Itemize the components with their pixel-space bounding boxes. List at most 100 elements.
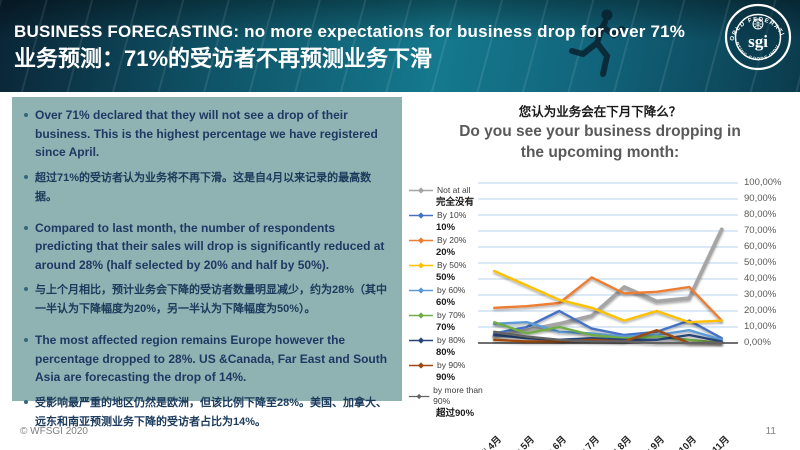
x-tick-label-zh: 8月	[615, 434, 635, 450]
runner-head	[601, 9, 613, 21]
bullet-item: 受影响最严重的地区仍然是欧洲，但该比例下降至28%。美国、加拿大、远东和南亚预测…	[22, 393, 390, 431]
title-block: BUSINESS FORECASTING: no more expectatio…	[14, 20, 685, 74]
legend-item: By 50%	[408, 260, 492, 271]
legend-item: By 20%	[408, 235, 492, 246]
header-banner: BUSINESS FORECASTING: no more expectatio…	[0, 0, 800, 92]
legend-item: by 60%	[408, 285, 492, 296]
series-line-by-70-	[493, 320, 723, 345]
bullet-text: The most affected region remains Europe …	[35, 333, 388, 384]
bullet-text: 受影响最严重的地区仍然是欧洲，但该比例下降至28%。美国、加拿大、远东和南亚预测…	[35, 396, 388, 428]
series-line-by-20-	[493, 276, 723, 322]
y-tick-label: 0,00%	[744, 337, 771, 348]
x-tick-label-zh: 6月	[550, 434, 570, 450]
x-axis-labels: April 4月May 5月June 6月July 7月August 8月Sep…	[471, 429, 738, 450]
bullet-marker	[24, 399, 28, 404]
legend-label-zh: 50%	[436, 272, 456, 283]
legend-label-zh: 超过90%	[436, 408, 475, 419]
legend-line-marker	[409, 262, 433, 269]
legend-label-zh: 10%	[436, 222, 456, 233]
legend-label-en: by 80%	[437, 335, 466, 345]
legend-label-zh: 60%	[436, 297, 456, 308]
bullet-text: Over 71% declared that they will not see…	[35, 108, 378, 159]
bullet-item: 与上个月相比，预计业务会下降的受访者数量明显减少，约为28%（其中一半认为下降幅…	[22, 280, 390, 318]
page-number: 11	[765, 426, 776, 437]
legend-item: By 10%	[408, 210, 492, 221]
bullet-marker	[24, 225, 28, 230]
legend-diamond-marker	[417, 337, 425, 344]
legend-diamond-marker	[417, 312, 425, 319]
legend-diamond-marker	[417, 262, 425, 269]
legend-line-marker	[408, 393, 430, 399]
legend-line-marker	[409, 362, 433, 369]
legend-label-en: Not at all	[437, 185, 471, 195]
legend-label-en: by 70%	[437, 310, 466, 320]
legend-label-zh: 80%	[436, 347, 456, 358]
legend-line-marker	[409, 287, 433, 294]
legend-item: by more than 90%	[408, 385, 492, 407]
legend-item: Not at all	[408, 185, 492, 196]
bullet-item: Compared to last month, the number of re…	[22, 219, 390, 275]
legend-label-en: By 50%	[437, 260, 467, 270]
legend-item: by 80%	[408, 335, 492, 346]
logo-center-text: sgi	[748, 32, 768, 51]
summary-panel: Over 71% declared that they will not see…	[12, 97, 402, 428]
y-tick-label: 60,00%	[744, 241, 777, 252]
series-line-by-more-than-90-	[493, 330, 723, 345]
y-tick-label: 40,00%	[744, 273, 777, 284]
legend-diamond-marker	[417, 362, 425, 369]
copyright: © WFSGI 2020	[20, 426, 88, 437]
legend-label-en: by 60%	[437, 285, 466, 295]
legend-diamond-marker	[417, 187, 425, 194]
bullet-item: Over 71% declared that they will not see…	[22, 106, 390, 162]
chart-title-zh: 您认为业务会在下月下降么？	[518, 105, 682, 119]
legend-label-zh: 90%	[436, 372, 456, 383]
legend-line-marker	[409, 312, 433, 319]
chart-legend: Not at all 完全没有 By 10% 10% By 20% 20% By 50% 50…	[408, 185, 492, 421]
bullet-text: 与上个月相比，预计业务会下降的受访者数量明显减少，约为28%（其中一半认为下降幅…	[35, 284, 388, 315]
bullet-marker	[24, 338, 28, 342]
y-tick-label: 30,00%	[744, 289, 777, 300]
running-track-background	[0, 0, 800, 92]
legend-label-zh: 完全没有	[436, 197, 475, 208]
bullet-list: Over 71% declared that they will not see…	[12, 97, 402, 431]
series-line-not-at-all	[492, 227, 724, 339]
legend-diamond-marker	[417, 212, 425, 219]
wfsgi-sgi-logo: sgi WORLD FEDERATION SPORTING GOODS INDU…	[724, 3, 792, 71]
x-tick-label-zh: 11月	[710, 434, 732, 450]
legend-label-zh: 20%	[436, 247, 456, 258]
bullet-marker	[24, 113, 28, 117]
y-tick-label: 20,00%	[744, 305, 777, 316]
series-line-by-60-	[493, 320, 723, 342]
y-tick-label: 80,00%	[744, 209, 777, 220]
y-tick-label: 10,00%	[744, 321, 777, 332]
x-tick-label-zh: 4月	[485, 434, 505, 450]
y-tick-label: 90,00%	[744, 193, 777, 204]
chart-plot	[478, 182, 738, 345]
legend-line-marker	[409, 187, 433, 194]
legend-diamond-marker	[417, 237, 425, 244]
bullet-marker	[24, 287, 28, 291]
legend-label-en: by more than 90%	[433, 385, 483, 406]
bullet-text: Compared to last month, the number of re…	[35, 220, 385, 272]
x-tick-label: April 4月	[416, 432, 505, 450]
x-tick-label-zh: 9月	[648, 434, 667, 450]
bullet-marker	[24, 174, 28, 179]
series-line-by-80-	[493, 333, 723, 343]
y-tick-label: 70,00%	[744, 225, 777, 236]
chart-panel: 您认为业务会在下月下降么？ Do you see your business d…	[406, 97, 794, 450]
legend-item: by 70%	[408, 310, 492, 321]
y-tick-label: 50,00%	[744, 257, 777, 268]
legend-line-marker	[409, 337, 433, 344]
legend-item: by 90%	[408, 360, 492, 371]
legend-diamond-marker	[416, 393, 422, 399]
series-line-by-50-	[493, 269, 723, 324]
x-tick-label-zh: 10月	[677, 434, 700, 450]
legend-label-zh: 70%	[436, 322, 456, 333]
legend-label-en: By 10%	[437, 210, 467, 220]
slide-title-en: BUSINESS FORECASTING: no more expectatio…	[14, 22, 686, 41]
runner-silhouette-image	[569, 9, 625, 77]
legend-diamond-marker	[417, 287, 425, 294]
legend-label-en: by 90%	[437, 360, 466, 370]
x-tick-label-zh: 7月	[583, 434, 602, 450]
